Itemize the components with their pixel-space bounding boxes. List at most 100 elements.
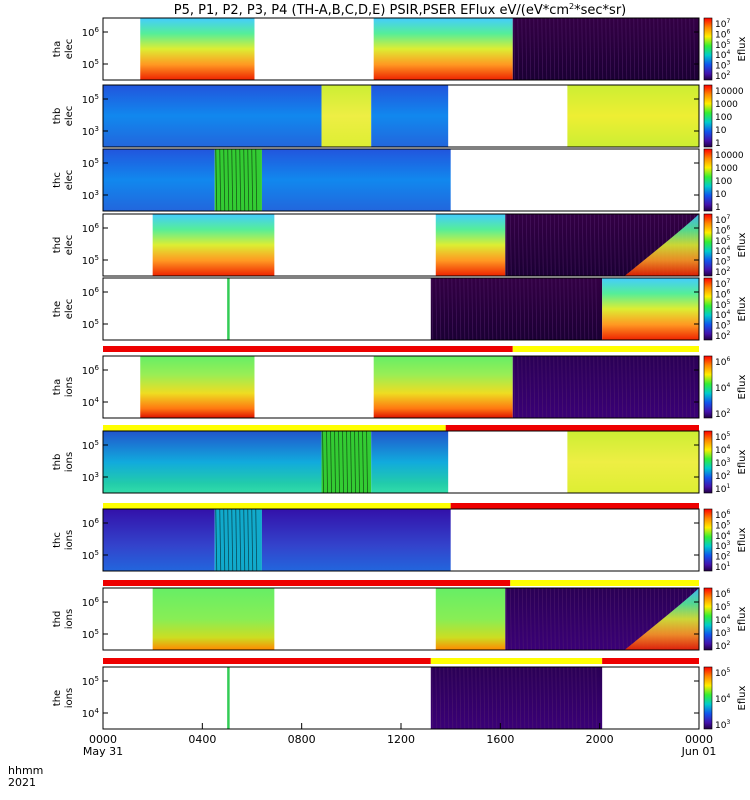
y-tick-label: 105 (82, 254, 99, 267)
colorbar-label: Eflux (737, 232, 748, 257)
texture-streak (633, 17, 636, 81)
colorbar-tick-label: 103 (715, 256, 730, 268)
texture-streak (575, 666, 578, 730)
texture-streak (475, 666, 478, 730)
mode-bar-segment (103, 580, 511, 586)
colorbar-label: Eflux (737, 527, 748, 552)
texture-streak (653, 355, 656, 419)
mode-bar-segment (103, 658, 431, 664)
data-interval (152, 588, 275, 650)
texture-streak (565, 355, 568, 419)
texture-streak (591, 277, 594, 341)
texture-streak (649, 355, 652, 419)
texture-streak (555, 666, 558, 730)
texture-streak (487, 277, 490, 341)
texture-streak (605, 213, 608, 277)
texture-streak (605, 587, 608, 651)
y-tick-label: 106 (82, 222, 100, 235)
y-axis-label-probe: thd (52, 611, 63, 628)
texture-streak (601, 213, 604, 277)
y-tick-label: 103 (82, 125, 99, 138)
texture-streak (677, 355, 680, 419)
texture-streak (503, 666, 506, 730)
y-axis-label-species: elec (64, 170, 75, 191)
texture-streak (613, 17, 616, 81)
y-tick-label: 106 (82, 286, 100, 299)
panel-frame (102, 84, 700, 148)
mode-bar-segment (602, 658, 699, 664)
colorbar-tick-label: 103 (715, 719, 730, 731)
y-tick-label: 105 (82, 58, 99, 71)
texture-streak (605, 355, 608, 419)
data-interval (261, 149, 451, 211)
texture-streak (513, 587, 516, 651)
texture-streak (617, 355, 620, 419)
mode-bar-segment (103, 503, 451, 509)
texture-streak (529, 355, 532, 419)
texture-streak (601, 587, 604, 651)
y-tick-label: 104 (82, 396, 100, 409)
data-interval (567, 85, 699, 147)
texture-streak (557, 17, 560, 81)
colorbar-tick-label: 102 (715, 330, 730, 342)
texture-streak (565, 17, 568, 81)
texture-streak (223, 148, 226, 212)
texture-streak (541, 213, 544, 277)
texture-streak (571, 277, 574, 341)
texture-streak (529, 213, 532, 277)
texture-streak (565, 587, 568, 651)
hot-region (624, 588, 699, 650)
panel-frame (102, 355, 700, 419)
y-axis-label-species: ions (64, 452, 75, 472)
texture-streak (451, 666, 454, 730)
texture-streak (495, 277, 498, 341)
y-axis-label-probe: thc (52, 532, 63, 548)
x-tick-label: 1600 (486, 733, 514, 746)
texture-streak (551, 666, 554, 730)
mode-bar-segment (510, 580, 699, 586)
texture-streak (559, 666, 562, 730)
texture-streak (567, 666, 570, 730)
texture-streak (338, 430, 340, 494)
texture-streak (545, 355, 548, 419)
texture-streak (549, 17, 552, 81)
data-interval (214, 509, 262, 571)
colorbar-tick-label: 104 (715, 245, 730, 257)
texture-streak (577, 587, 580, 651)
texture-streak (573, 17, 576, 81)
x-tick-label: 1200 (387, 733, 415, 746)
texture-streak (613, 213, 616, 277)
y-tick-label: 105 (82, 628, 99, 641)
texture-streak (537, 587, 540, 651)
y-tick-label: 103 (82, 189, 99, 202)
colorbar-tick-label: 105 (715, 39, 730, 51)
colorbar (703, 508, 713, 572)
panel-frame (102, 508, 700, 572)
data-interval (373, 18, 513, 80)
texture-streak (665, 355, 668, 419)
colorbar-tick-label: 106 (715, 28, 730, 40)
texture-streak (495, 666, 498, 730)
texture-streak (247, 148, 250, 212)
data-interval (371, 431, 449, 493)
texture-streak (593, 355, 596, 419)
data-interval (435, 214, 506, 276)
texture-streak (467, 277, 470, 341)
texture-streak (629, 587, 632, 651)
colorbar-tick-label: 10000 (715, 151, 744, 161)
colorbar-label: Eflux (737, 449, 748, 474)
colorbar-tick-label: 1000 (715, 100, 738, 110)
texture-streak (463, 666, 466, 730)
texture-streak (243, 148, 246, 212)
y-axis-label-probe: thc (52, 172, 63, 188)
y-axis-label-species: elec (64, 106, 75, 127)
texture-streak (535, 666, 538, 730)
texture-streak (645, 355, 648, 419)
texture-streak (587, 666, 590, 730)
texture-streak (645, 17, 648, 81)
texture-streak (621, 587, 624, 651)
texture-streak (223, 508, 226, 572)
